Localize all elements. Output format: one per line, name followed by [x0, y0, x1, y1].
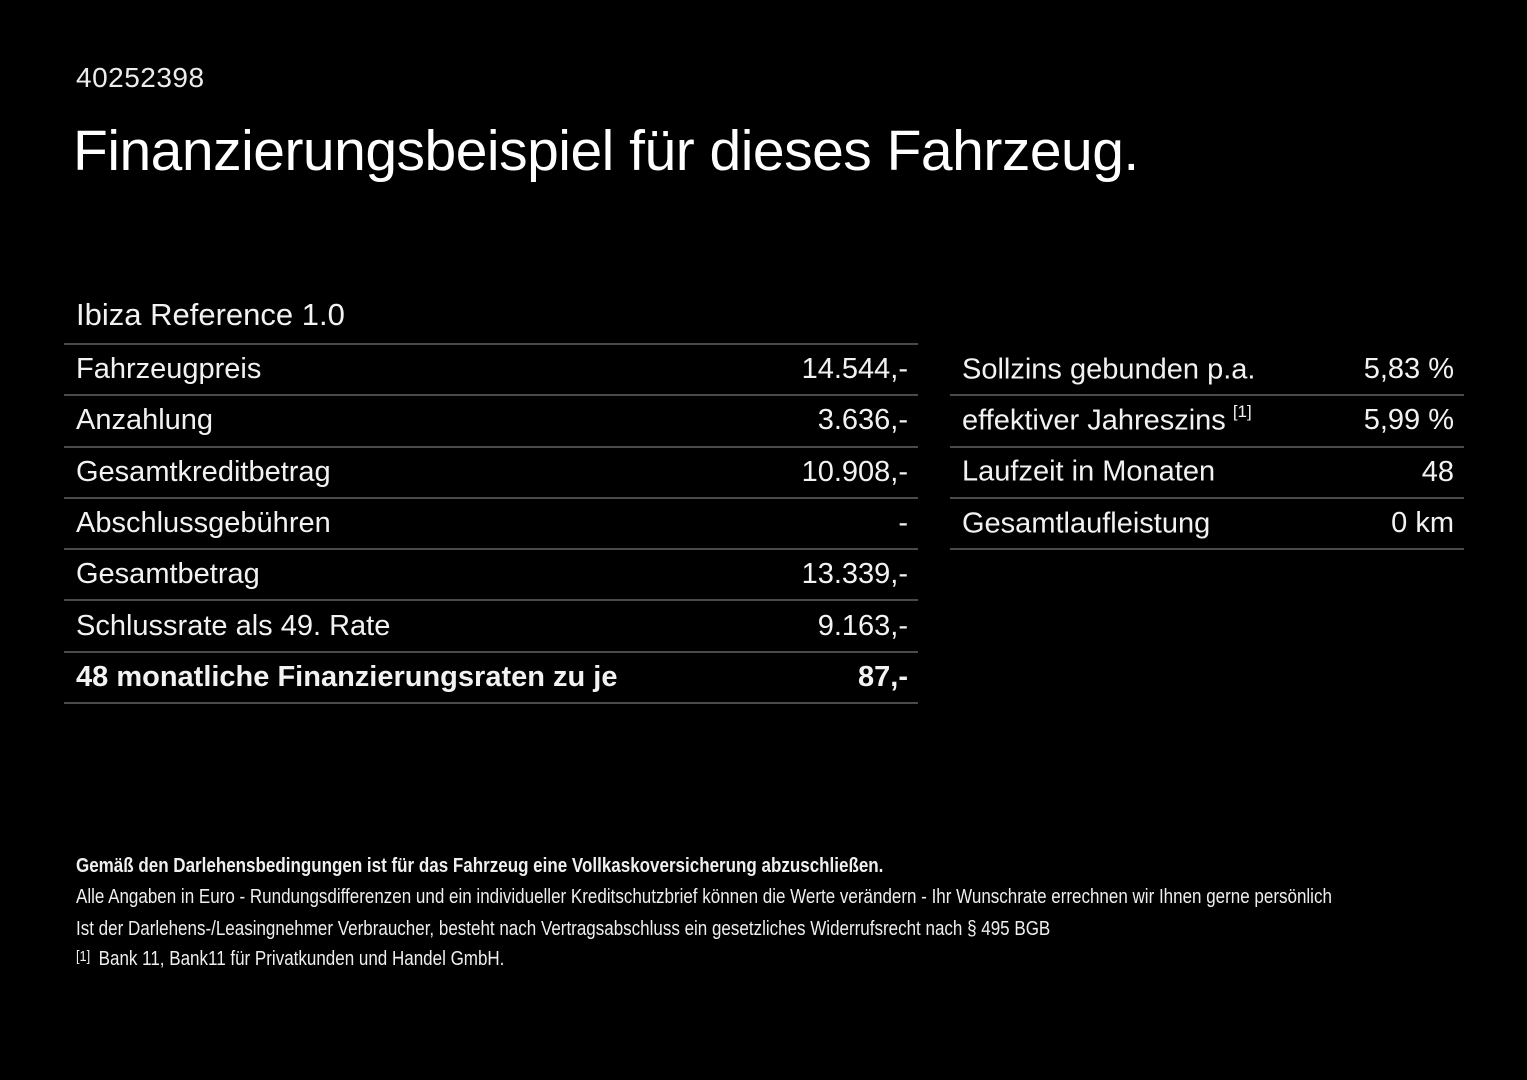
- disclaimer-line-1: Alle Angaben in Euro - Rundungsdifferenz…: [76, 886, 1332, 908]
- table-row-effektiver-jahreszins: effektiver Jahreszins [1] 5,99 %: [950, 396, 1464, 448]
- row-label: Schlussrate als 49. Rate: [76, 609, 391, 642]
- row-value: 0 km: [1391, 507, 1454, 540]
- row-value: 3.636,-: [817, 404, 908, 437]
- row-value: 10.908,-: [801, 455, 908, 488]
- row-label: Gesamtlaufleistung: [962, 507, 1211, 540]
- row-value: 14.544,-: [801, 353, 908, 386]
- document-id: 40252398: [76, 62, 205, 93]
- table-row-gesamtlaufleistung: Gesamtlaufleistung 0 km: [950, 499, 1464, 551]
- page-title: Finanzierungsbeispiel für dieses Fahrzeu…: [73, 119, 1139, 183]
- row-label: Gesamtkreditbetrag: [76, 455, 331, 488]
- row-label: Laufzeit in Monaten: [962, 456, 1216, 489]
- table-row-anzahlung: Anzahlung 3.636,-: [64, 396, 918, 448]
- financing-table-right: Sollzins gebunden p.a. 5,83 % effektiver…: [950, 345, 1464, 551]
- table-row-monatsrate: 48 monatliche Finanzierungsraten zu je 8…: [64, 653, 918, 705]
- footnote-marker: [1]: [76, 948, 91, 965]
- insurance-note: Gemäß den Darlehensbedingungen ist für d…: [76, 855, 884, 877]
- row-value: 9.163,-: [817, 609, 908, 642]
- financing-table-left: Fahrzeugpreis 14.544,- Anzahlung 3.636,-…: [64, 343, 918, 705]
- row-value: 48: [1421, 455, 1454, 488]
- row-label: effektiver Jahreszins: [962, 404, 1226, 437]
- row-value: 5,83 %: [1363, 353, 1454, 386]
- row-label: Abschlussgebühren: [76, 507, 331, 540]
- row-value: 5,99 %: [1363, 404, 1454, 437]
- table-row-gesamtkreditbetrag: Gesamtkreditbetrag 10.908,-: [64, 448, 918, 499]
- table-row-abschlussgebuehren: Abschlussgebühren -: [64, 499, 918, 551]
- disclaimer-line-2: Ist der Darlehens-/Leasingnehmer Verbrau…: [76, 918, 1051, 940]
- table-row-fahrzeugpreis: Fahrzeugpreis 14.544,-: [64, 345, 918, 397]
- table-row-laufzeit: Laufzeit in Monaten 48: [950, 448, 1464, 499]
- footnote-marker: [1]: [1232, 402, 1252, 422]
- row-value: -: [898, 507, 908, 540]
- table-row-gesamtbetrag: Gesamtbetrag 13.339,-: [64, 550, 918, 602]
- row-value: 13.339,-: [801, 558, 908, 591]
- footnote-line: [1] Bank 11, Bank11 für Privatkunden und …: [76, 948, 504, 971]
- row-label: Sollzins gebunden p.a.: [962, 353, 1256, 386]
- vehicle-model-subtitle: Ibiza Reference 1.0: [76, 297, 345, 332]
- row-label: Gesamtbetrag: [76, 558, 260, 591]
- table-row-schlussrate: Schlussrate als 49. Rate 9.163,-: [64, 601, 918, 653]
- row-label: Fahrzeugpreis: [76, 353, 262, 386]
- row-value: 87,-: [858, 660, 908, 693]
- table-row-sollzins: Sollzins gebunden p.a. 5,83 %: [950, 345, 1464, 397]
- row-label: 48 monatliche Finanzierungsraten zu je: [76, 660, 618, 693]
- footnote-text: Bank 11, Bank11 für Privatkunden und Han…: [98, 948, 505, 970]
- row-label: Anzahlung: [76, 404, 214, 437]
